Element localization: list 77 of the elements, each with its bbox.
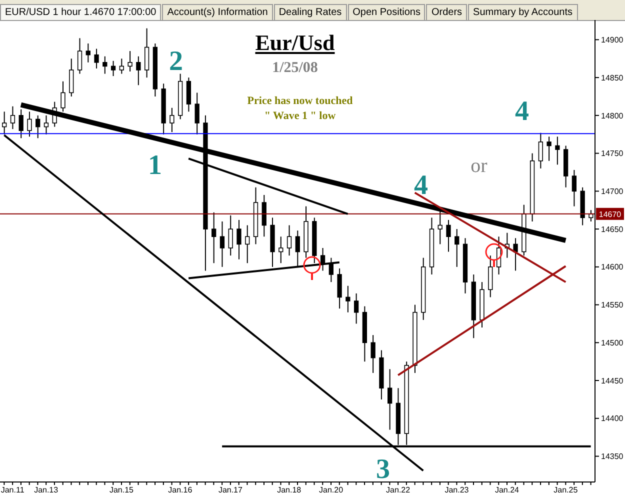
y-tick-label: 14550 xyxy=(601,300,624,310)
candlestick xyxy=(388,368,392,430)
y-tick-label: 14850 xyxy=(601,73,624,82)
candlestick xyxy=(220,220,225,268)
annotation: Price has now touched " Wave 1 " low xyxy=(246,94,354,124)
candlestick xyxy=(44,114,49,135)
candlestick xyxy=(354,292,359,324)
candlestick xyxy=(86,42,90,63)
candlestick xyxy=(18,108,24,139)
candlestick xyxy=(236,219,242,260)
y-tick-label: 14750 xyxy=(601,149,624,158)
candlestick xyxy=(228,214,233,256)
x-tick-label: Jan.15 xyxy=(110,486,134,495)
y-tick-label: 14600 xyxy=(601,262,624,272)
x-tick-label: Jan.25 xyxy=(554,486,578,495)
candlestick xyxy=(136,56,141,86)
x-tick-label: Jan.17 xyxy=(218,486,244,495)
candlestick xyxy=(10,106,16,130)
candlestick xyxy=(555,136,560,166)
x-tick-label: Jan.16 xyxy=(168,486,193,495)
candlestick xyxy=(513,238,518,272)
x-tick-label: Jan.18 xyxy=(277,486,302,495)
candlestick xyxy=(572,169,577,207)
y-tick-label: 14450 xyxy=(601,376,624,386)
y-tick-label: 14350 xyxy=(601,452,624,462)
candlestick xyxy=(77,38,82,74)
x-tick-label: Jan.13 xyxy=(34,486,59,495)
annotation: or xyxy=(470,155,488,177)
candlestick xyxy=(212,212,216,264)
ref-line-label: 14670 xyxy=(598,210,622,219)
candlestick xyxy=(36,114,40,139)
text: Open Positions xyxy=(348,4,426,20)
candlestick xyxy=(119,58,124,74)
candlestick xyxy=(454,228,460,268)
candlestick xyxy=(27,111,32,138)
y-tick-label: 14500 xyxy=(601,338,624,348)
candlestick xyxy=(538,132,543,169)
candlestick xyxy=(245,224,250,264)
candlestick xyxy=(186,77,192,112)
y-tick-label: 14900 xyxy=(601,36,624,45)
x-tick-label: Jan.22 xyxy=(386,486,411,495)
x-tick-label: Jan.20 xyxy=(319,486,344,495)
candlestick xyxy=(194,92,200,135)
candlestick xyxy=(346,285,350,313)
candlestick xyxy=(144,28,150,78)
text: Summary by Accounts xyxy=(468,4,578,20)
y-tick-label: 14800 xyxy=(601,111,624,120)
candlestick xyxy=(102,56,108,74)
candlestick xyxy=(286,224,292,256)
annotation: 2 xyxy=(169,46,183,77)
candlestick xyxy=(370,334,376,374)
text: Account(s) Information xyxy=(162,4,273,20)
text: Dealing Rates xyxy=(274,4,347,20)
text: 1/25/08 xyxy=(271,60,319,77)
candlestick xyxy=(69,58,74,97)
y-tick-label: 14700 xyxy=(601,187,624,196)
candlestick xyxy=(110,60,116,77)
y-tick-label: 14650 xyxy=(601,224,624,234)
x-tick-label: Jan.11 xyxy=(0,486,25,495)
candlestick xyxy=(337,268,342,310)
annotation: 4 xyxy=(414,170,428,201)
text: Orders xyxy=(426,4,468,20)
candlestick xyxy=(170,107,174,133)
candlestick xyxy=(546,136,552,162)
x-tick-label: Jan.23 xyxy=(444,486,470,495)
annotation: 4 xyxy=(515,96,529,127)
annotation: 1 xyxy=(147,149,163,183)
y-tick-label: 14400 xyxy=(601,414,624,424)
candlestick xyxy=(94,48,99,69)
text: EUR/USD 1 hour 1.4670 17:00:00 xyxy=(0,4,162,20)
chart-title: Eur/Usd xyxy=(254,30,336,56)
candlestick xyxy=(128,50,132,72)
candlestick xyxy=(262,194,266,238)
candlestick xyxy=(446,219,451,252)
candlestick xyxy=(278,236,284,264)
annotation: 3 xyxy=(376,454,390,485)
x-tick-label: Jan.24 xyxy=(494,486,520,495)
